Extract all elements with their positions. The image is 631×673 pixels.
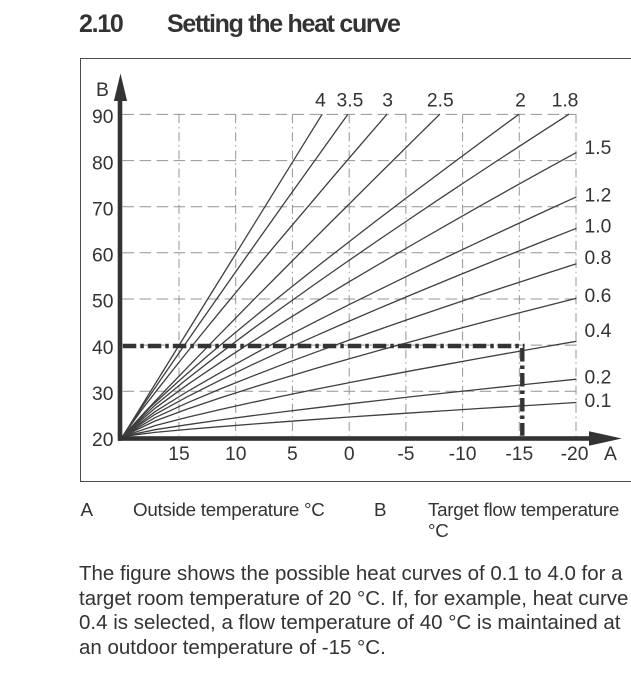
- svg-text:1.5: 1.5: [585, 138, 612, 159]
- svg-text:40: 40: [92, 338, 113, 359]
- svg-text:0.4: 0.4: [585, 321, 612, 342]
- svg-text:0.6: 0.6: [585, 286, 612, 307]
- svg-text:3: 3: [382, 91, 393, 112]
- svg-text:30: 30: [92, 384, 113, 405]
- svg-text:0.1: 0.1: [585, 391, 612, 412]
- svg-text:5: 5: [287, 444, 298, 465]
- svg-text:A: A: [604, 444, 617, 465]
- svg-text:90: 90: [92, 107, 113, 128]
- svg-text:20: 20: [92, 430, 113, 451]
- svg-text:-15: -15: [505, 444, 533, 465]
- svg-text:4: 4: [315, 91, 326, 112]
- svg-text:0.8: 0.8: [585, 248, 612, 269]
- svg-text:70: 70: [92, 199, 113, 220]
- svg-text:B: B: [96, 80, 109, 101]
- svg-text:2.5: 2.5: [427, 91, 454, 112]
- svg-text:-20: -20: [561, 444, 589, 465]
- svg-text:10: 10: [225, 444, 246, 465]
- svg-text:15: 15: [168, 444, 189, 465]
- svg-text:0: 0: [344, 444, 355, 465]
- svg-text:80: 80: [92, 153, 113, 174]
- svg-text:2: 2: [515, 91, 526, 112]
- svg-text:1.8: 1.8: [552, 91, 579, 112]
- svg-text:3.5: 3.5: [336, 91, 363, 112]
- svg-text:-5: -5: [397, 444, 414, 465]
- svg-text:0.2: 0.2: [585, 367, 612, 388]
- svg-text:1.0: 1.0: [585, 216, 612, 237]
- svg-text:1.2: 1.2: [585, 185, 612, 206]
- svg-text:-10: -10: [449, 444, 477, 465]
- svg-text:60: 60: [92, 246, 113, 267]
- svg-text:50: 50: [92, 292, 113, 313]
